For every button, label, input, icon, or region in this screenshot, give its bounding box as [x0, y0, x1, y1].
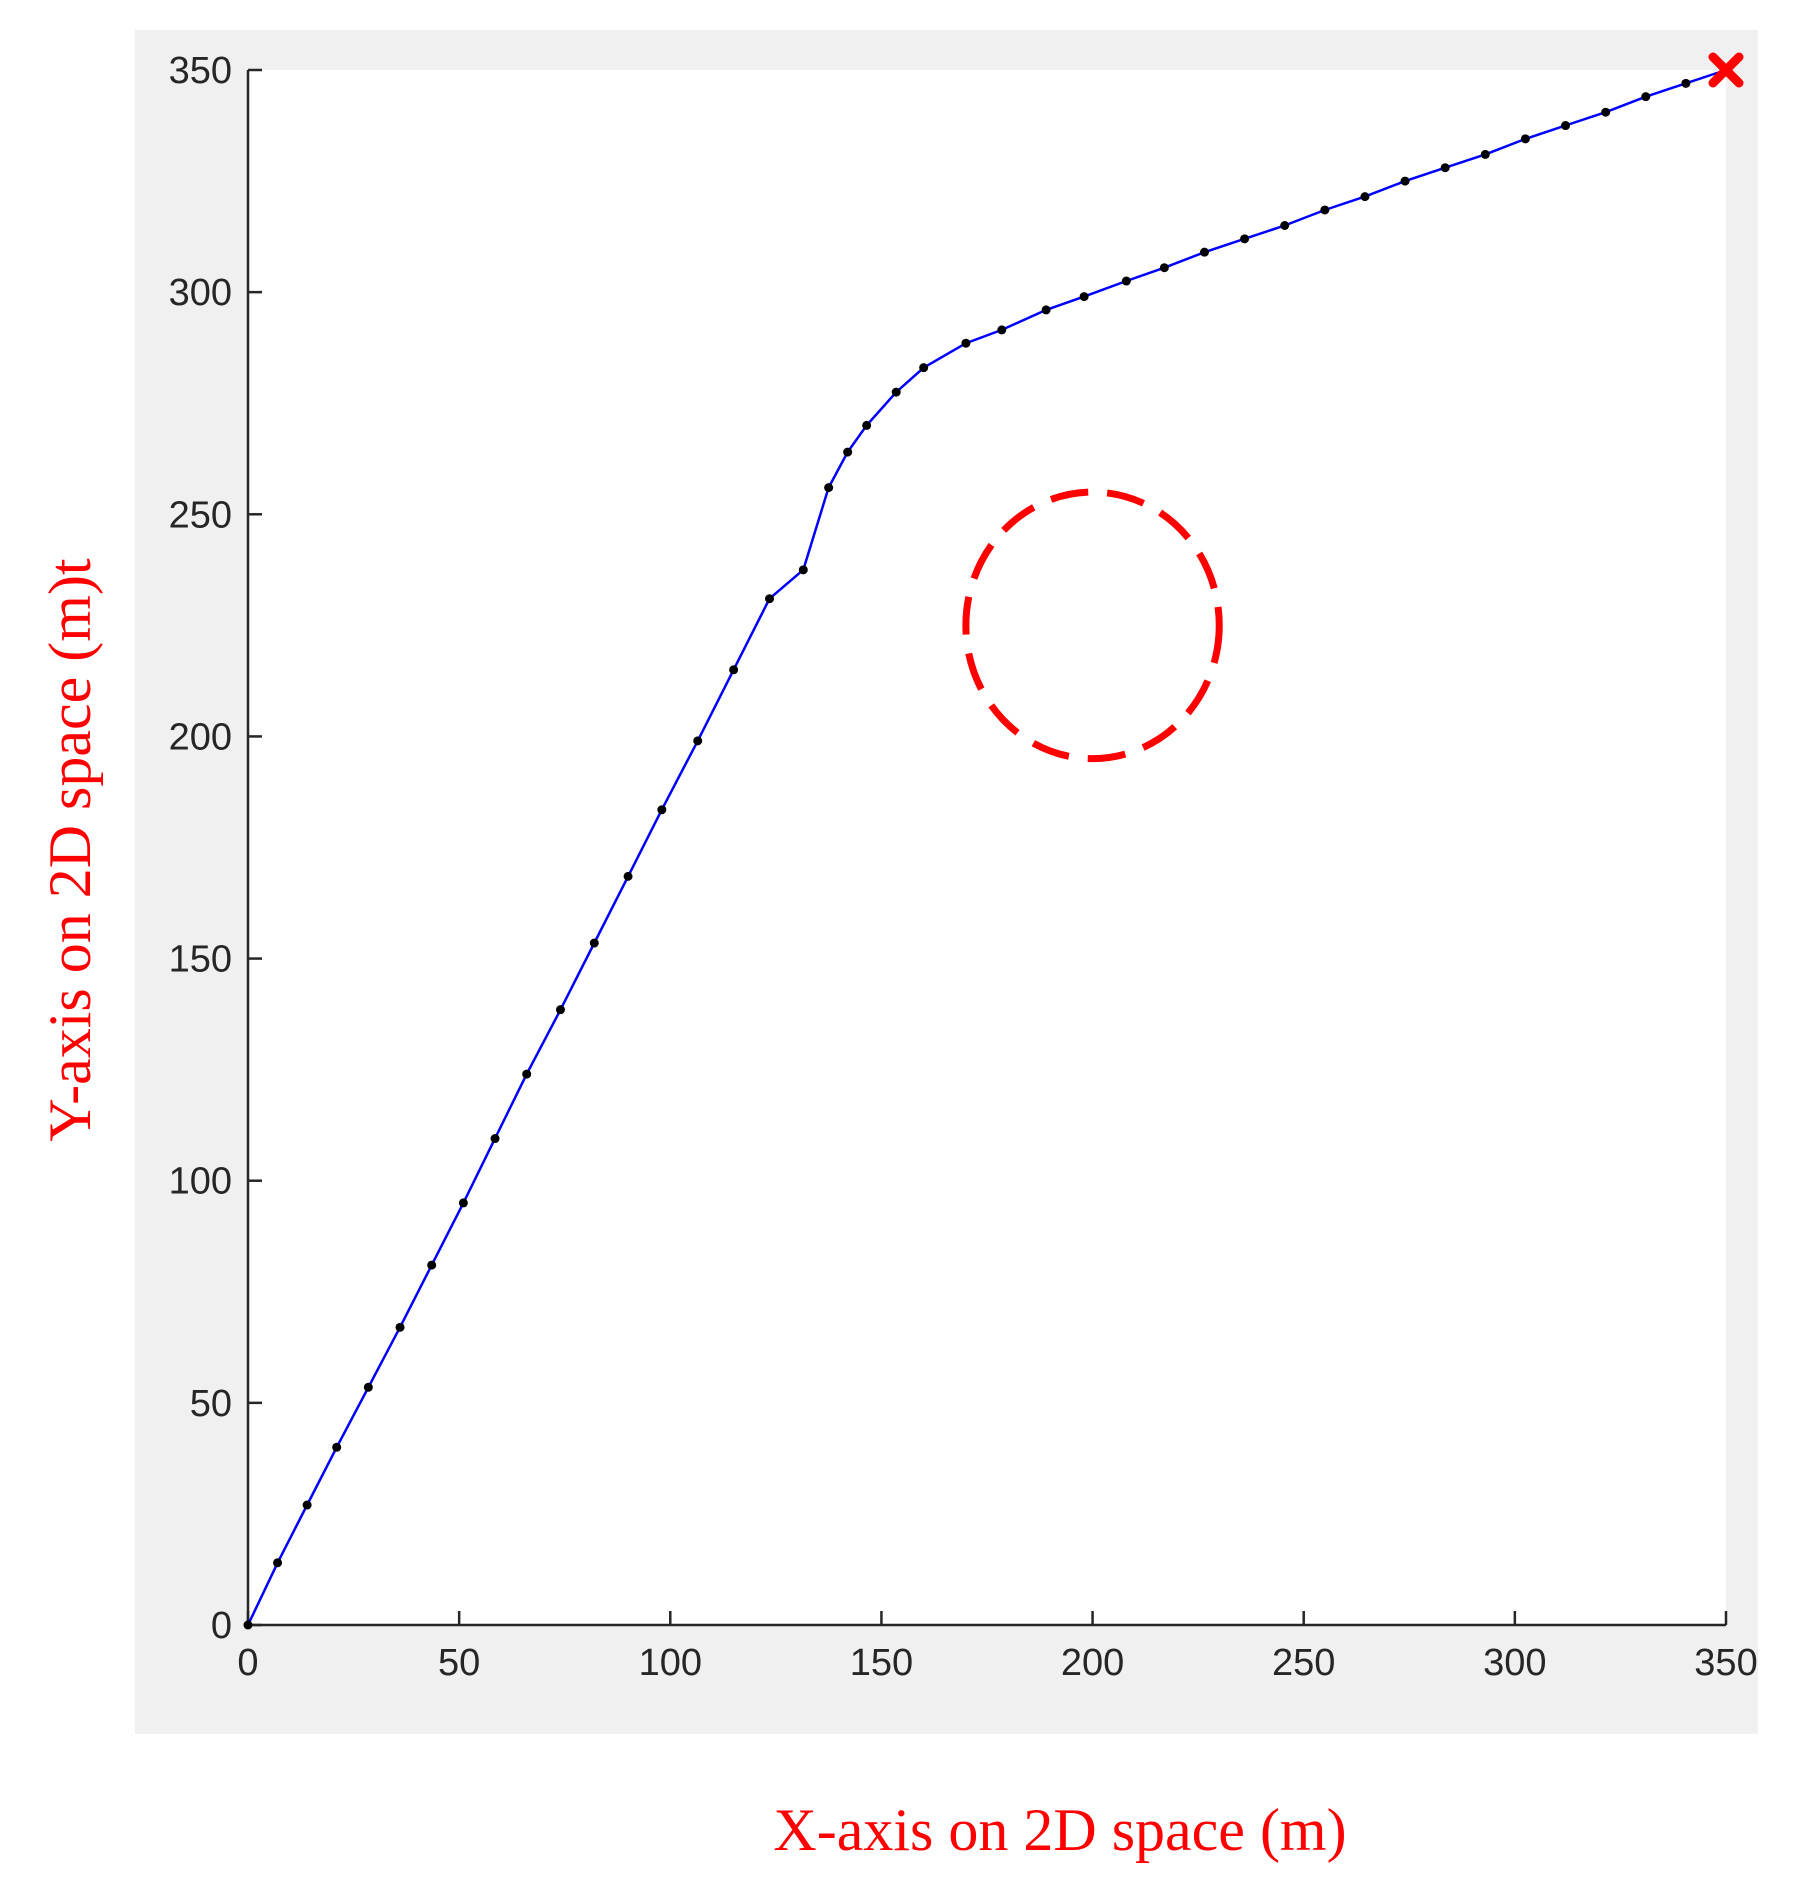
trajectory-point: [765, 594, 775, 604]
trajectory-point: [273, 1558, 283, 1568]
trajectory-point: [1280, 221, 1290, 230]
y-tick-label: 200: [169, 716, 232, 758]
trajectory-point: [555, 1005, 565, 1015]
x-tick-label: 0: [237, 1642, 258, 1684]
trajectory-point: [1400, 176, 1410, 186]
trajectory-point: [1240, 234, 1250, 244]
trajectory-point: [427, 1260, 437, 1270]
x-tick-label: 250: [1272, 1642, 1335, 1684]
trajectory-point: [1601, 107, 1611, 117]
y-axis-ticks: 0 50 100 150 200 250 300 350: [169, 50, 262, 1647]
trajectory-point: [1520, 134, 1530, 144]
trajectory-point: [302, 1500, 312, 1510]
trajectory-point: [1440, 163, 1450, 173]
trajectory-point: [693, 736, 703, 746]
trajectory-point: [824, 483, 834, 493]
y-tick-label: 0: [211, 1605, 232, 1647]
trajectory-point: [1121, 276, 1131, 286]
trajectory-point: [522, 1069, 532, 1079]
trajectory-point: [657, 805, 667, 815]
trajectory-point: [1159, 263, 1169, 273]
trajectory-point: [589, 938, 599, 948]
trajectory-point: [862, 420, 872, 430]
trajectory-point: [1320, 205, 1330, 215]
y-tick-label: 50: [190, 1383, 232, 1425]
trajectory-point: [919, 363, 929, 373]
trajectory-point: [458, 1198, 468, 1208]
x-axis-title: X-axis on 2D space (m): [773, 1797, 1346, 1863]
trajectory-point: [843, 447, 853, 457]
x-tick-label: 350: [1694, 1642, 1757, 1684]
goal-x-marker: [1708, 52, 1744, 88]
y-axis-title: Y-axis on 2D space (m)t: [37, 558, 103, 1142]
trajectory-point: [961, 338, 971, 348]
trajectory-point: [395, 1322, 405, 1332]
y-tick-label: 300: [169, 272, 232, 314]
trajectory-point: [798, 565, 808, 575]
trajectory-point: [1199, 247, 1209, 257]
x-tick-label: 50: [438, 1642, 480, 1684]
trajectory-point: [997, 325, 1007, 335]
x-tick-label: 200: [1061, 1642, 1124, 1684]
trajectory-point: [490, 1134, 500, 1144]
trajectory-point: [1641, 92, 1651, 102]
trajectory-point: [1041, 305, 1051, 315]
trajectory-point: [363, 1382, 373, 1392]
y-tick-label: 150: [169, 939, 232, 981]
x-tick-label: 150: [850, 1642, 913, 1684]
x-tick-label: 300: [1483, 1642, 1546, 1684]
trajectory-point: [1681, 78, 1691, 88]
trajectory-point: [729, 665, 739, 675]
trajectory-point: [1480, 149, 1490, 159]
trajectory-point: [332, 1442, 342, 1452]
trajectory-point: [1079, 292, 1089, 302]
y-tick-label: 250: [169, 494, 232, 536]
goal-marker-stroke: [1708, 52, 1744, 88]
y-tick-label: 100: [169, 1161, 232, 1203]
x-axis-ticks: 0 50 100 150 200 250 300 350: [237, 1611, 1758, 1684]
trajectory-point: [1561, 121, 1571, 131]
trajectory-point: [243, 1620, 253, 1630]
axes-background: [248, 70, 1726, 1625]
trajectory-point: [1360, 192, 1370, 202]
trajectory-point: [623, 871, 633, 881]
x-tick-label: 100: [639, 1642, 702, 1684]
trajectory-point: [891, 387, 901, 397]
obstacle-circle: [962, 488, 1223, 763]
y-tick-label: 350: [169, 50, 232, 92]
